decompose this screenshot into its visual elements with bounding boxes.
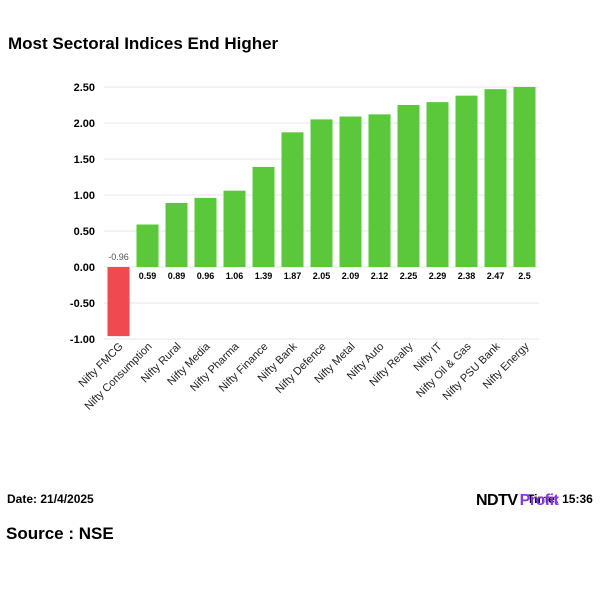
bar <box>426 102 449 268</box>
data-label: 2.29 <box>429 271 447 281</box>
bar <box>368 114 391 267</box>
y-tick-label: 2.50 <box>74 82 95 94</box>
data-label: -0.96 <box>108 252 129 262</box>
bar <box>252 166 275 267</box>
bar <box>484 89 507 267</box>
data-label: 2.25 <box>400 271 418 281</box>
bar <box>339 116 362 268</box>
data-label: 1.39 <box>255 271 273 281</box>
y-tick-label: -0.50 <box>70 298 95 310</box>
bar <box>165 202 188 267</box>
y-tick-label: 1.00 <box>74 190 95 202</box>
bar <box>513 87 536 267</box>
y-tick-label: 0.50 <box>74 226 95 238</box>
data-label: 0.59 <box>139 271 157 281</box>
time-label: Time: 15:36 <box>527 492 593 506</box>
data-label: 1.87 <box>284 271 302 281</box>
data-label: 0.96 <box>197 271 215 281</box>
bar <box>223 190 246 267</box>
y-tick-label: 1.50 <box>74 154 95 166</box>
y-tick-label: 2.00 <box>74 118 95 130</box>
y-tick-label: -1.00 <box>70 334 95 346</box>
bar <box>310 119 333 268</box>
chart-title: Most Sectoral Indices End Higher <box>8 34 279 53</box>
data-label: 2.5 <box>518 271 531 281</box>
data-label: 2.09 <box>342 271 360 281</box>
data-label: 2.47 <box>487 271 505 281</box>
bar <box>194 197 217 267</box>
bar <box>136 224 159 267</box>
ndtv-profit-logo: NDTV Profit <box>476 492 559 510</box>
data-label: 2.38 <box>458 271 476 281</box>
bar <box>281 132 304 267</box>
date-label: Date: 21/4/2025 <box>7 492 94 506</box>
logo-accent-text: Profit <box>519 492 559 509</box>
data-label: 2.12 <box>371 271 389 281</box>
data-label: 0.89 <box>168 271 186 281</box>
data-label: 1.06 <box>226 271 244 281</box>
bar <box>455 95 478 267</box>
bar <box>397 105 420 267</box>
y-tick-label: 0.00 <box>74 262 95 274</box>
source-label: Source : NSE <box>6 524 114 543</box>
logo-main-text: NDTV <box>476 492 518 509</box>
bar <box>107 267 130 337</box>
bar-chart: -1.00-0.500.000.501.001.502.002.50-0.96N… <box>70 82 539 413</box>
data-label: 2.05 <box>313 271 331 281</box>
